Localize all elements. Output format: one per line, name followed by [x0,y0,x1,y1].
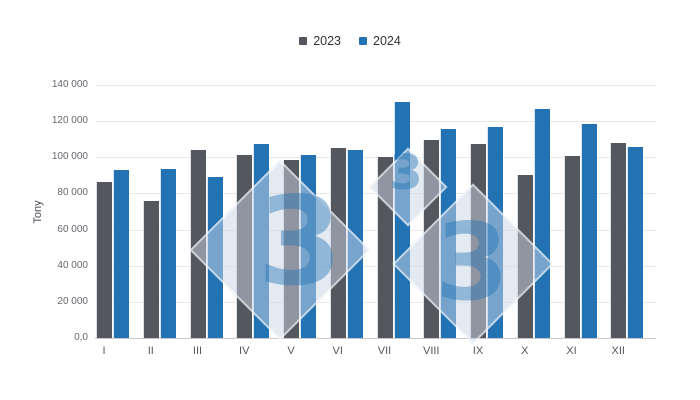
bar-2023-IV[interactable] [236,154,253,338]
y-tick-label: 100 000 [51,151,88,163]
bar-2023-XI[interactable] [563,156,580,338]
bar-2023-I[interactable] [96,181,112,338]
bar-group-VIII: VIII [422,85,469,357]
bar-2024-III[interactable] [206,177,223,338]
bar-2023-VII[interactable] [376,157,393,338]
y-tick-label: 120 000 [51,115,88,127]
bar-group-VI: VI [329,85,376,357]
bar-group-III: III [189,85,236,357]
bar-2024-VII[interactable] [393,102,410,338]
gridline [95,301,656,303]
gridline [95,265,656,267]
x-tick-label-VI: VI [332,345,343,357]
x-tick-label-IV: IV [239,345,250,357]
y-tick-label: 0,0 [74,332,88,343]
y-tick-label: 40 000 [57,259,88,271]
bar-2023-X[interactable] [516,175,533,338]
y-axis-labels: 140 000 120 000 100 000 80 000 60 000 40 000 2… [30,0,88,400]
bar-group-IV: IV [235,85,282,357]
legend-swatch-2024 [359,37,367,45]
x-tick-label-IX: IX [472,345,484,357]
legend-label: 2023 [313,34,341,48]
bar-group-V: V [282,85,329,357]
bar-2024-IV[interactable] [253,143,270,338]
legend-swatch-2023 [299,37,308,45]
bar-2023-II[interactable] [142,200,159,338]
bar-group-I: I [95,85,142,357]
y-tick-label: 80 000 [57,187,88,199]
bar-2023-III[interactable] [189,150,206,338]
legend-item-2023[interactable]: 2023 [299,34,341,48]
bar-group-II: II [142,85,189,357]
y-tick-label: 20 000 [57,295,88,307]
x-tick-label-II: II [147,345,154,357]
x-tick-label-XI: XI [566,345,577,357]
x-tick-label-III: III [192,345,203,357]
x-tick-label-V: V [287,345,295,357]
bar-2024-VIII[interactable] [440,129,457,338]
y-tick-label: 140 000 [51,79,88,90]
bar-group-VII: VII [376,85,423,357]
legend-item-2024[interactable]: 2024 [359,34,401,48]
gridline [95,121,656,123]
y-tick-label: 60 000 [57,223,88,235]
bar-group-IX: IX [469,85,516,357]
gridline [95,229,656,231]
bar-2023-VIII[interactable] [423,140,440,338]
bar-2023-XII[interactable] [610,142,627,338]
plot-area: I II III IV V VI VII VIII IX X XI XII [95,85,656,357]
bar-2023-VI[interactable] [329,148,346,338]
bar-2024-IX[interactable] [487,126,503,338]
bar-2024-I[interactable] [113,169,129,338]
legend: 2023 2024 [0,34,700,48]
bar-2024-II[interactable] [159,169,176,338]
bar-2024-XII[interactable] [627,147,644,338]
bar-2024-XI[interactable] [580,123,597,338]
bar-2024-V[interactable] [300,154,316,338]
x-tick-label-I: I [102,345,106,357]
bar-2024-VI[interactable] [346,150,363,338]
legend-label: 2024 [373,34,401,48]
gridline [95,85,656,86]
x-tick-label-VIII: VIII [422,345,440,357]
x-tick-label-XII: XII [611,345,625,357]
bar-2023-IX[interactable] [470,143,486,338]
bar-group-X: X [516,85,563,357]
x-tick-label-VII: VII [377,345,392,357]
bar-2023-V[interactable] [283,160,299,338]
bar-group-XI: XI [563,85,610,357]
x-tick-label-X: X [521,345,529,357]
bar-group-XII: XII [609,85,656,357]
bar-2024-X[interactable] [533,108,550,338]
